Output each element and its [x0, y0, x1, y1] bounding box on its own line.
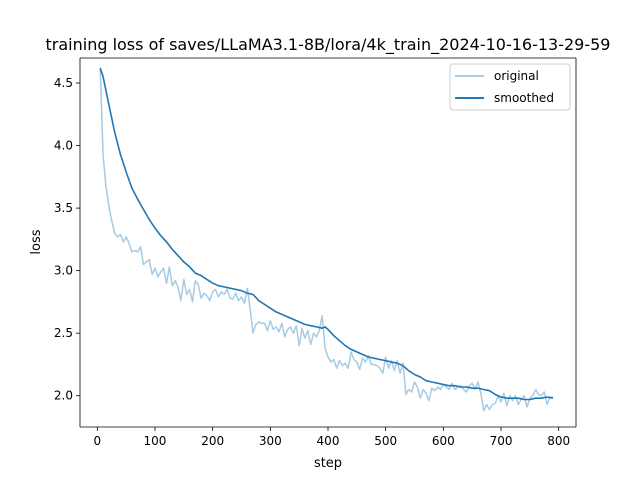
x-tick-label: 100 [144, 434, 167, 448]
y-tick-label: 2.0 [54, 389, 73, 403]
y-tick-label: 3.0 [54, 264, 73, 278]
x-ticks: 0 100 200 300 400 500 600 700 800 [93, 427, 570, 448]
x-tick-label: 200 [201, 434, 224, 448]
y-tick-label: 3.5 [54, 201, 73, 215]
x-tick-label: 700 [490, 434, 513, 448]
x-tick-label: 0 [93, 434, 101, 448]
y-axis-label: loss [29, 229, 44, 254]
x-tick-label: 300 [259, 434, 282, 448]
x-tick-label: 800 [547, 434, 570, 448]
x-tick-label: 600 [432, 434, 455, 448]
x-tick-label: 400 [317, 434, 340, 448]
chart-title: training loss of saves/LLaMA3.1-8B/lora/… [46, 35, 611, 55]
x-tick-label: 500 [374, 434, 397, 448]
plot-area [80, 58, 576, 427]
legend-label-original: original [494, 69, 539, 83]
legend: original smoothed [449, 63, 571, 111]
legend-label-smoothed: smoothed [494, 91, 554, 105]
y-ticks: 2.0 2.5 3.0 3.5 4.0 4.5 [54, 76, 80, 403]
series-line-original [99, 67, 553, 412]
series-layer [99, 67, 554, 412]
y-tick-label: 2.5 [54, 326, 73, 340]
y-tick-label: 4.5 [54, 76, 73, 90]
y-tick-label: 4.0 [54, 139, 73, 153]
series-line-smoothed [99, 67, 554, 401]
x-axis-label: step [314, 456, 342, 471]
